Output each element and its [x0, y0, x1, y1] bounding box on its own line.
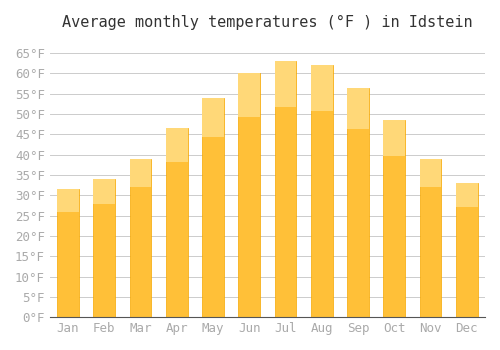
Bar	[94, 179, 115, 204]
Bar	[94, 179, 115, 317]
Bar	[238, 74, 260, 117]
Bar	[384, 120, 405, 317]
Bar	[456, 183, 477, 207]
Bar	[311, 65, 332, 111]
Bar	[347, 88, 369, 129]
Bar	[130, 159, 152, 317]
Bar	[274, 61, 296, 107]
Bar	[456, 183, 477, 317]
Bar	[202, 98, 224, 317]
Bar	[420, 159, 442, 317]
Bar	[166, 128, 188, 162]
Bar	[384, 120, 405, 156]
Bar	[274, 61, 296, 317]
Bar	[347, 88, 369, 317]
Bar	[202, 98, 224, 137]
Bar	[420, 159, 442, 187]
Bar	[130, 159, 152, 187]
Bar	[166, 128, 188, 317]
Title: Average monthly temperatures (°F ) in Idstein: Average monthly temperatures (°F ) in Id…	[62, 15, 472, 30]
Bar	[238, 74, 260, 317]
Bar	[57, 189, 79, 212]
Bar	[311, 65, 332, 317]
Bar	[57, 189, 79, 317]
